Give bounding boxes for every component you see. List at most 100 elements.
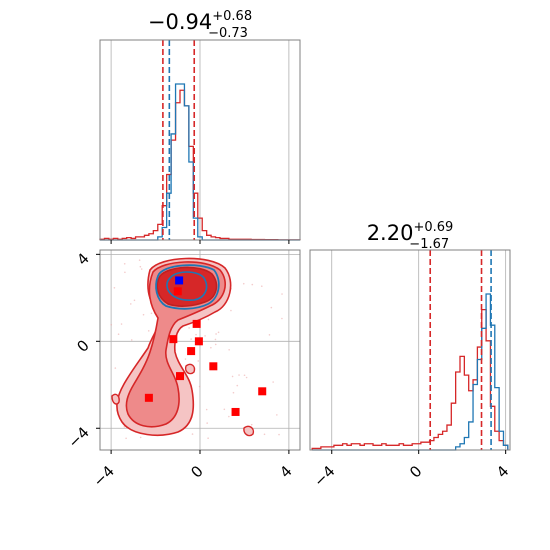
hist-y-ticks: −4 0 4 [310,450,512,490]
joint-sample-point [191,433,194,435]
joint-sample-point [129,303,132,305]
joint-sample-point [123,425,126,428]
joint-sample-point [188,327,190,329]
joint-sample-point [207,318,210,321]
joint-sample-point [139,436,142,439]
joint-sample-point [272,381,274,383]
hist-y-title-sup: +0.69 [413,220,453,235]
joint-sample-point [204,335,206,337]
red-marker-2 [169,335,178,344]
joint-sample-point [276,414,278,416]
joint-xtick-label-1: 0 [187,462,206,481]
red-marker-4 [187,347,196,356]
joint-sample-point [243,374,246,377]
hist-x-quantile-lines [162,40,196,240]
hist-y-xtick-label-1: 0 [406,462,425,481]
joint-sample-point [133,299,136,302]
red-marker-9 [258,387,267,396]
joint-sample-point [236,384,239,387]
joint-sample-point [270,306,273,309]
hist-x-title-sub: −0.73 [208,26,248,41]
hist-y-title: 2.20+0.69 −1.67 [367,220,454,252]
joint-sample-point [110,323,113,326]
joint-sample-point [130,339,133,341]
joint-sample-point [195,333,197,336]
red-contour-island-right [243,425,255,437]
red-marker-5 [176,372,184,381]
joint-ytick-label-1: 0 [73,336,92,355]
joint-sample-point [125,437,127,440]
joint-sample-point [117,333,120,336]
joint-sample-point [223,408,226,411]
joint-sample-point [205,408,208,411]
joint-sample-point [120,323,123,325]
hist-y-title-main: 2.20 [367,221,414,245]
red-marker-6 [209,362,218,371]
hist-y-grid [331,250,507,450]
joint-markers [144,276,267,416]
joint-panel: −4 0 4 −4 0 4 [64,249,301,490]
joint-sample-point [245,376,248,379]
red-contour-island-left [111,393,120,405]
joint-sample-point [124,271,126,274]
hist-y-frame [309,249,511,451]
joint-sample-point [142,313,145,316]
joint-sample-point [230,309,232,312]
joint-sample-point [250,423,253,426]
joint-sample-point [228,415,230,418]
red-marker-3 [194,337,203,346]
hist-x-title-sup: +0.68 [212,9,252,24]
hist-y-steps [311,293,509,451]
hist-y-blue-hist [312,293,509,451]
joint-contours [110,257,283,440]
hist-x-grid [110,40,290,240]
joint-sample-point [238,374,240,376]
hist-y-title-sub: −1.67 [409,237,449,252]
joint-ytick-label-2: 4 [73,249,92,268]
red-marker-8 [231,407,240,416]
joint-sample-point [150,312,153,315]
hist-y-quantile-lines [429,250,492,450]
joint-sample-point [207,437,209,439]
joint-sample-point [263,433,266,436]
joint-sample-point [215,333,217,335]
blue-contour-outer [155,264,220,310]
joint-sample-point [281,317,283,320]
joint-sample-point [114,367,117,369]
joint-sample-point [184,358,187,360]
joint-sample-point [232,391,235,394]
hist-x-ticks [110,240,290,244]
red-marker-1 [192,319,201,328]
joint-sample-point [214,343,217,346]
joint-sample-point [214,338,217,341]
joint-sample-point [210,346,212,349]
joint-xtick-label-0: −4 [90,462,118,490]
joint-sample-point [123,262,126,265]
blue-contour-inner [166,271,208,301]
joint-sample-point [147,330,150,332]
joint-sample-point [113,287,116,289]
joint-sample-point [242,282,245,285]
hist-x-title-main: −0.94 [148,10,212,34]
joint-sample-point [198,385,201,388]
joint-sample-point [260,285,263,288]
hist-x-title: −0.94+0.68 −0.73 [148,9,252,41]
joint-sample-point [206,422,208,424]
joint-sample-point [197,360,200,362]
joint-sample-point [138,259,141,261]
red-marker-0 [173,287,182,296]
blue-marker [175,276,184,285]
red-marker-7 [144,393,153,402]
joint-sample-point [278,433,280,436]
joint-sample-point [190,338,192,340]
joint-sample-point [139,265,142,268]
hist-y-xtick-label-0: −4 [310,462,338,490]
joint-sample-point [268,334,271,336]
hist-y-xtick-label-2: 4 [493,462,512,481]
joint-sample-point [251,283,254,286]
joint-ytick-label-0: −4 [64,423,92,451]
hist-y-panel: −4 0 4 2.20+0.69 −1.67 [309,220,512,490]
hist-x-panel: −0.94+0.68 −0.73 [99,9,301,244]
hist-y-red-hist [311,308,509,450]
